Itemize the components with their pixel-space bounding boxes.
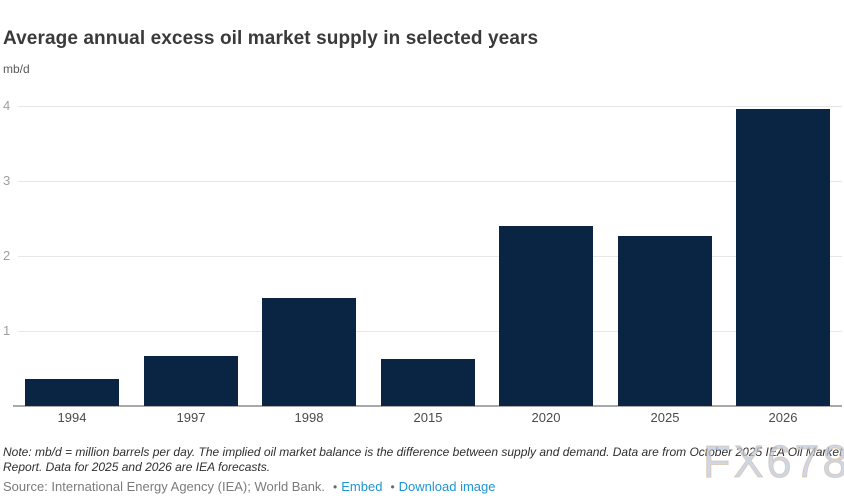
bar-1997 [144,356,238,406]
bar-1998 [262,298,356,406]
y-tick-label: 3 [3,173,11,188]
bar-2020 [499,226,593,406]
y-axis-units-label: mb/d [3,62,30,76]
y-tick-label: 2 [3,248,11,263]
bullet-separator: • [390,480,395,494]
x-tick-label: 2015 [413,410,443,425]
bar-1994 [25,379,119,406]
gridline [18,256,842,257]
bar-2025 [618,236,712,406]
x-tick-label: 2026 [768,410,798,425]
x-tick-label: 1997 [176,410,206,425]
source-text: Source: International Energy Agency (IEA… [3,479,326,494]
x-tick-label: 1998 [294,410,324,425]
gridline [18,331,842,332]
download-image-link[interactable]: Download image [398,479,496,494]
x-tick-label: 1994 [57,410,87,425]
x-axis-line [13,405,842,407]
gridline [18,181,842,182]
embed-link[interactable]: Embed [341,479,383,494]
y-tick-label: 1 [3,323,11,338]
chart-title: Average annual excess oil market supply … [3,28,539,49]
bar-2015 [381,359,475,406]
source-row: Source: International Energy Agency (IEA… [3,479,496,494]
bar-2026 [736,109,830,406]
note-text: Note: mb/d = million barrels per day. Th… [3,445,843,474]
gridline [18,106,842,107]
plot-area: 1 2 3 4 1994 1997 1998 2015 2020 2025 2026 [3,98,842,425]
bullet-separator: • [333,480,338,494]
x-tick-label: 2020 [531,410,561,425]
x-tick-label: 2025 [650,410,680,425]
y-tick-label: 4 [3,98,11,113]
